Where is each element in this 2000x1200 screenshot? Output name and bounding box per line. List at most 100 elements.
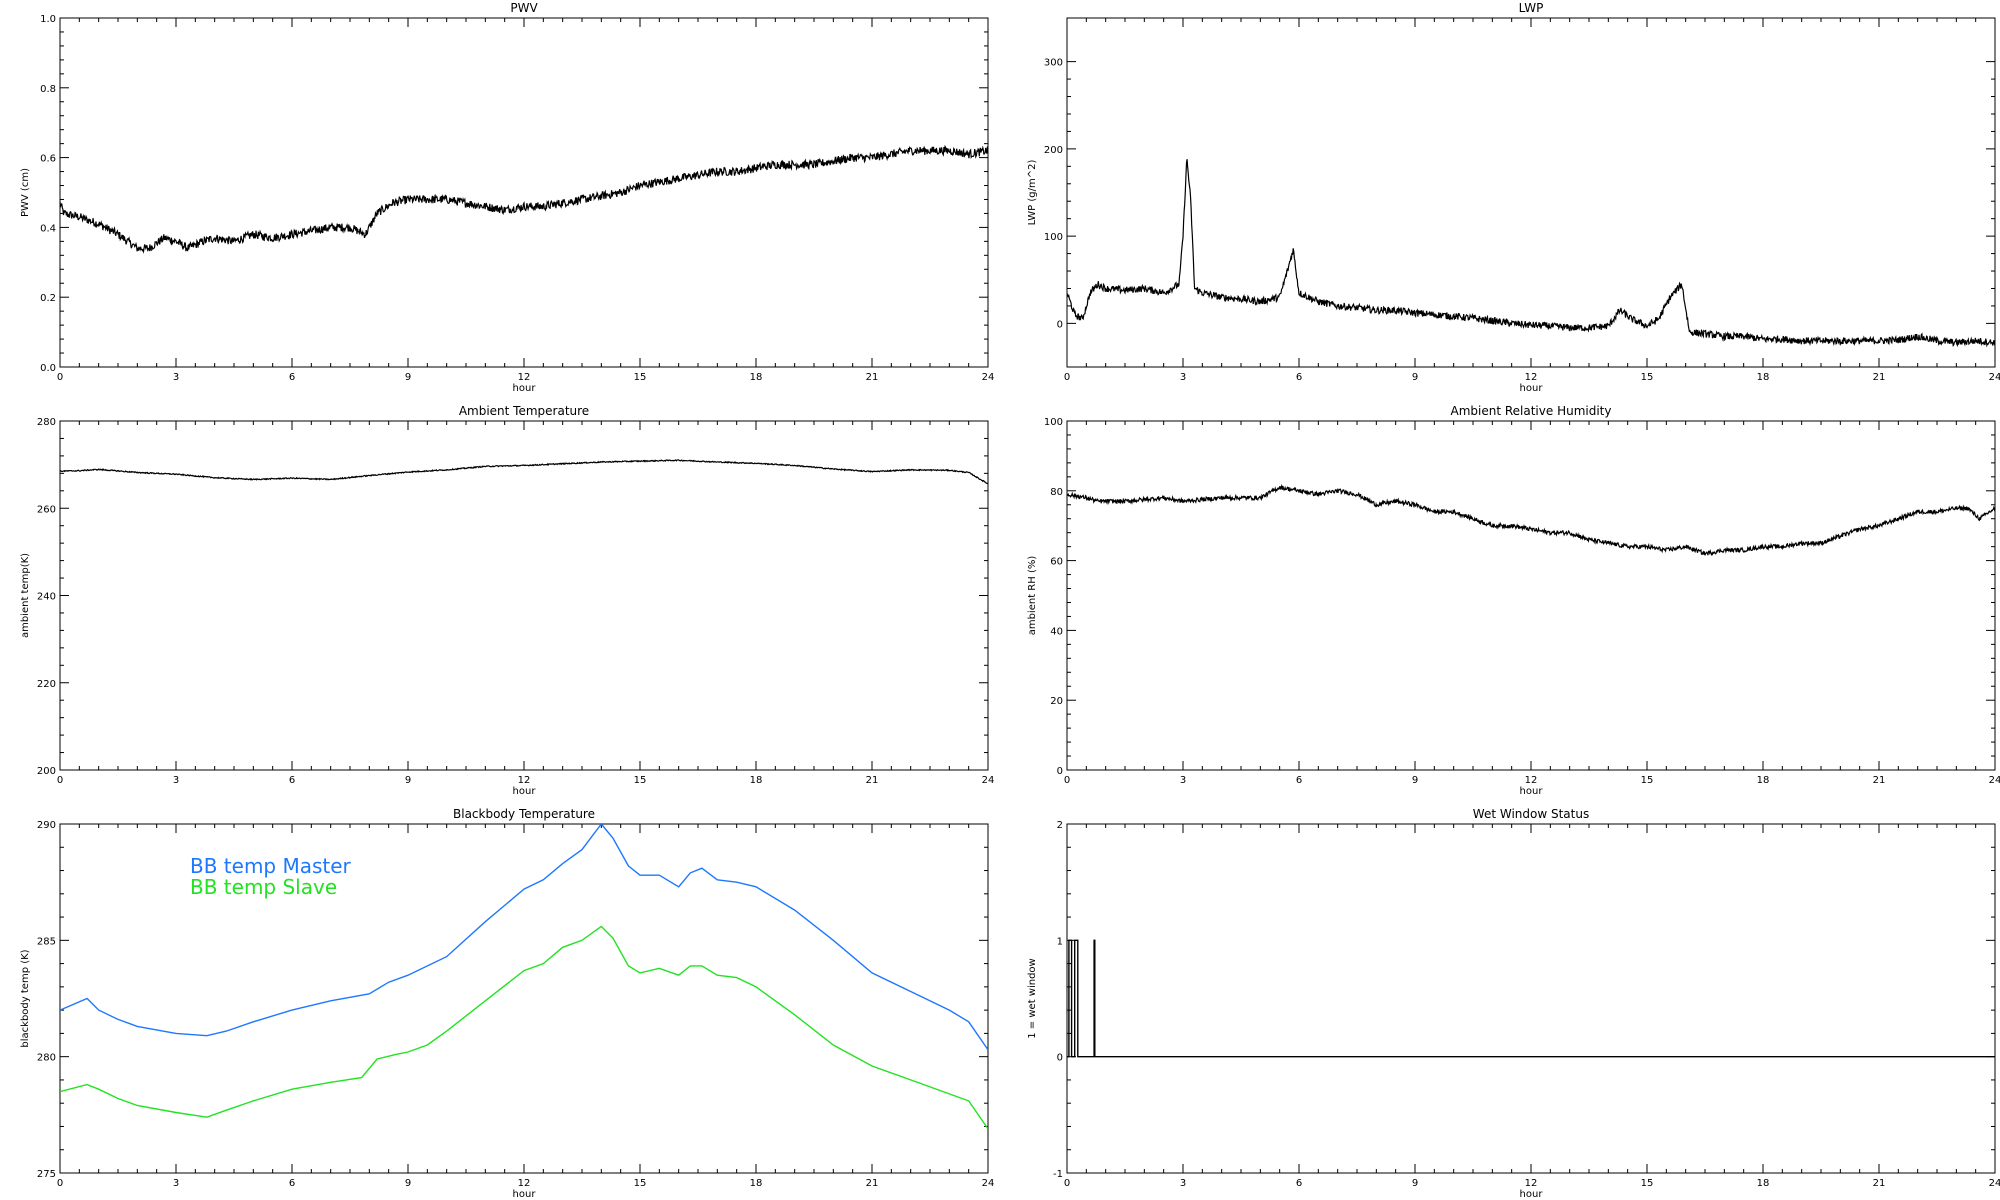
y-axis-label: 1 = wet window xyxy=(1027,958,1038,1038)
x-tick-label: 18 xyxy=(1757,372,1770,383)
chart-panel-ambient-temp: Ambient Temperature 0 3 6 9 12 15 18 21 24 200 220 2… xyxy=(20,404,994,797)
x-tick-label: 0 xyxy=(1064,372,1070,383)
x-tick-label: 3 xyxy=(1180,775,1186,786)
y-tick-label: 200 xyxy=(37,766,56,777)
x-tick-label: 6 xyxy=(289,1178,295,1189)
chart-title: Ambient Relative Humidity xyxy=(1451,404,1612,418)
x-tick-label: 0 xyxy=(57,372,63,383)
x-tick-label: 6 xyxy=(289,775,295,786)
plot-frame xyxy=(59,17,989,368)
x-tick-label: 24 xyxy=(982,1178,995,1189)
x-tick-label: 3 xyxy=(173,775,179,786)
x-tick-label: 9 xyxy=(405,372,411,383)
x-tick-label: 6 xyxy=(1296,1178,1302,1189)
plot-frame xyxy=(1066,823,1996,1174)
x-tick-label: 3 xyxy=(173,372,179,383)
chart-title: PWV xyxy=(510,1,538,15)
x-tick-label: 18 xyxy=(750,372,763,383)
x-tick-label: 12 xyxy=(1525,775,1538,786)
x-tick-label: 21 xyxy=(1873,372,1886,383)
y-tick-label: 1.0 xyxy=(40,14,56,25)
x-tick-label: 21 xyxy=(866,372,879,383)
x-tick-label: 21 xyxy=(1873,1178,1886,1189)
x-tick-label: 9 xyxy=(405,775,411,786)
chart-title: Blackbody Temperature xyxy=(453,807,595,821)
x-axis-label: hour xyxy=(513,383,537,394)
x-tick-label: 24 xyxy=(982,372,995,383)
y-tick-label: 0.2 xyxy=(40,293,56,304)
x-tick-label: 3 xyxy=(1180,372,1186,383)
series-line-0 xyxy=(1067,159,1995,348)
x-axis-label: hour xyxy=(1520,383,1544,394)
x-tick-label: 0 xyxy=(1064,775,1070,786)
y-tick-label: 100 xyxy=(1044,417,1063,428)
x-tick-label: 12 xyxy=(518,372,531,383)
y-axis-label: blackbody temp (K) xyxy=(20,949,31,1047)
x-tick-label: 24 xyxy=(982,775,995,786)
x-tick-label: 12 xyxy=(1525,372,1538,383)
y-tick-label: 275 xyxy=(37,1169,56,1180)
x-tick-label: 21 xyxy=(1873,775,1886,786)
y-axis-label: LWP (g/m^2) xyxy=(1027,160,1038,226)
x-tick-label: 18 xyxy=(1757,775,1770,786)
x-tick-label: 12 xyxy=(518,775,531,786)
plot-frame xyxy=(1066,420,1996,771)
x-axis-label: hour xyxy=(1520,786,1544,797)
chart-title: LWP xyxy=(1519,1,1544,15)
y-tick-label: 285 xyxy=(37,936,56,947)
x-tick-label: 18 xyxy=(1757,1178,1770,1189)
x-tick-label: 0 xyxy=(1064,1178,1070,1189)
plot-frame xyxy=(59,420,989,771)
y-tick-label: 0 xyxy=(1057,766,1063,777)
y-axis-label: ambient temp(K) xyxy=(20,553,31,638)
x-tick-label: 21 xyxy=(866,1178,879,1189)
x-axis-label: hour xyxy=(513,786,537,797)
x-tick-label: 3 xyxy=(173,1178,179,1189)
y-tick-label: 0.0 xyxy=(40,363,56,374)
y-tick-label: 20 xyxy=(1050,696,1063,707)
x-axis-label: hour xyxy=(1520,1189,1544,1200)
y-tick-label: 240 xyxy=(37,592,56,603)
x-tick-label: 9 xyxy=(1412,1178,1418,1189)
y-tick-label: 2 xyxy=(1057,820,1063,831)
plot-frame xyxy=(1066,17,1996,368)
y-tick-label: 0.4 xyxy=(40,223,56,234)
x-tick-label: 15 xyxy=(1641,372,1654,383)
x-tick-label: 3 xyxy=(1180,1178,1186,1189)
y-axis-label: PWV (cm) xyxy=(20,168,31,217)
x-tick-label: 15 xyxy=(634,1178,647,1189)
x-tick-label: 0 xyxy=(57,1178,63,1189)
series-line-0 xyxy=(60,144,988,254)
x-tick-label: 12 xyxy=(518,1178,531,1189)
y-tick-label: 100 xyxy=(1044,232,1063,243)
x-tick-label: 15 xyxy=(1641,1178,1654,1189)
x-tick-label: 15 xyxy=(1641,775,1654,786)
x-tick-label: 6 xyxy=(289,372,295,383)
chart-panel-ambient-rh: Ambient Relative Humidity 0 3 6 9 12 15 18 21 24 0… xyxy=(1027,404,2000,797)
x-tick-label: 15 xyxy=(634,372,647,383)
y-tick-label: 300 xyxy=(1044,58,1063,69)
y-tick-label: 0.8 xyxy=(40,84,56,95)
series-line-0 xyxy=(1067,939,1995,1058)
y-tick-label: 80 xyxy=(1050,487,1063,498)
series-line-0 xyxy=(60,459,988,485)
y-tick-label: 60 xyxy=(1050,557,1063,568)
x-tick-label: 24 xyxy=(1989,372,2000,383)
y-axis-label: ambient RH (%) xyxy=(1027,556,1038,636)
x-tick-label: 24 xyxy=(1989,775,2000,786)
chart-panel-pwv: PWV 0 3 6 9 12 15 18 21 24 0.0 0.2 0.4 0.6 0.8 1.0 hour P… xyxy=(20,1,994,394)
chart-title: Wet Window Status xyxy=(1473,807,1589,821)
y-tick-label: 0.6 xyxy=(40,154,56,165)
x-tick-label: 9 xyxy=(1412,775,1418,786)
x-tick-label: 18 xyxy=(750,775,763,786)
series-line-0 xyxy=(1067,483,1995,557)
y-tick-label: 290 xyxy=(37,820,56,831)
legend-entry: BB temp Master xyxy=(190,854,352,878)
x-tick-label: 9 xyxy=(405,1178,411,1189)
chart-panel-lwp: LWP 0 3 6 9 12 15 18 21 24 0 100 200 300 hour LWP (g/m^… xyxy=(1027,1,2000,394)
x-tick-label: 15 xyxy=(634,775,647,786)
x-tick-label: 21 xyxy=(866,775,879,786)
y-tick-label: 280 xyxy=(37,1053,56,1064)
